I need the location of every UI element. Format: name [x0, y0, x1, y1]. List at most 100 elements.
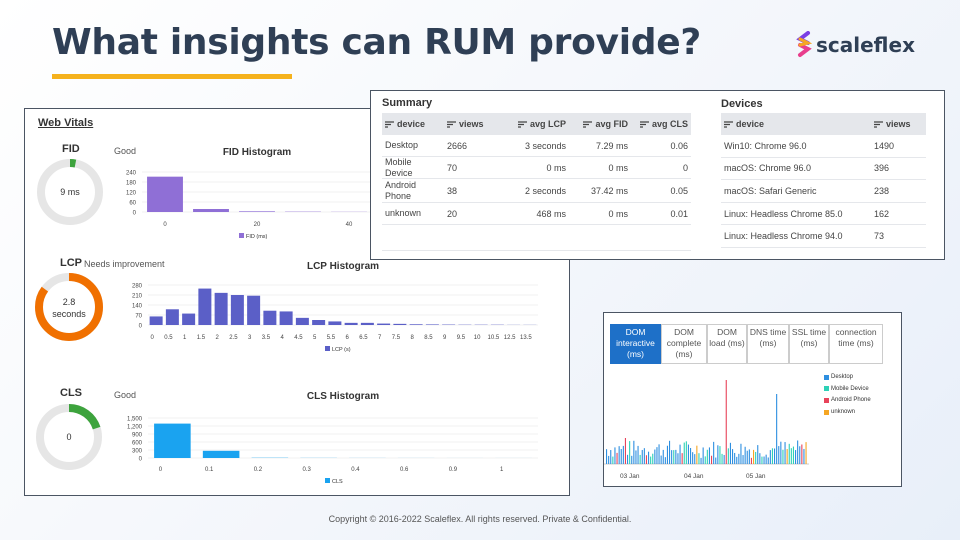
cls-value: 0 [66, 432, 72, 442]
timing-tab[interactable]: connection time (ms) [829, 324, 883, 364]
histogram-bar [165, 309, 179, 325]
summary-col-device[interactable]: device [382, 119, 444, 129]
x-tick-label: 0.1 [205, 467, 214, 473]
device-cell: Linux: Headless Chrome 85.0 [724, 208, 843, 219]
y-tick-label: 0 [139, 457, 143, 463]
legend-label: Desktop [831, 374, 854, 380]
x-tick-label: 05 Jan [746, 473, 766, 480]
y-tick-label: 0 [133, 211, 137, 217]
timing-tab[interactable]: DOM load (ms) [707, 324, 747, 364]
timing-bar [755, 451, 757, 464]
avg-lcp-cell: 3 seconds [524, 140, 566, 151]
y-tick-label: 900 [132, 433, 143, 439]
avg-lcp-cell: 2 seconds [524, 185, 566, 196]
histogram-bar [247, 295, 261, 325]
devices-table-row[interactable]: Linux: Headless Chrome 94.0 73 [721, 225, 926, 248]
fid-status: Good [114, 146, 137, 156]
timing-bar [757, 445, 759, 464]
x-tick-label: 6 [345, 335, 349, 341]
timing-bar [765, 454, 767, 464]
timing-bar [767, 457, 769, 464]
timing-bar [656, 447, 658, 464]
timing-bar [673, 450, 675, 464]
timing-bar [700, 457, 702, 464]
summary-table-row[interactable]: Desktop 2666 3 seconds 7.29 ms 0.06 [382, 135, 691, 157]
timing-bar [677, 453, 679, 464]
histogram-bar [279, 311, 293, 325]
device-cell: macOS: Chrome 96.0 [724, 163, 812, 174]
timing-tab[interactable]: SSL time (ms) [789, 324, 829, 364]
summary-col-cls[interactable]: avg CLS [631, 119, 691, 129]
timing-bar [721, 453, 723, 464]
sort-icon [639, 121, 649, 128]
timing-bar [635, 450, 637, 464]
x-tick-label: 7 [378, 335, 382, 341]
timing-bar [641, 449, 643, 464]
summary-col-lcp[interactable]: avg LCP [504, 119, 569, 129]
timing-bar [750, 457, 752, 464]
devices-table-row[interactable]: Win10: Chrome 96.0 1490 [721, 135, 926, 158]
summary-table-row[interactable]: Mobile Device 70 0 ms 0 ms 0 [382, 157, 691, 179]
histogram-bar [230, 295, 244, 325]
y-tick-label: 300 [132, 449, 143, 455]
x-tick-label: 13.5 [520, 335, 532, 341]
devices-table-row[interactable]: macOS: Chrome 96.0 396 [721, 158, 926, 181]
timing-bar [616, 452, 618, 464]
y-tick-label: 180 [126, 181, 137, 187]
devices-col-device[interactable]: device [721, 119, 871, 129]
timing-bar [669, 440, 671, 464]
histogram-bar [312, 320, 326, 325]
timing-bar [633, 440, 635, 464]
web-vitals-heading: Web Vitals [38, 117, 94, 129]
timing-bar [725, 380, 727, 464]
timing-bar [706, 449, 708, 464]
histogram-bar [360, 322, 374, 325]
timing-bar [690, 448, 692, 464]
timing-bar [711, 455, 713, 464]
histogram-bar [202, 450, 240, 458]
y-tick-label: 600 [132, 441, 143, 447]
timing-bar [662, 449, 664, 464]
timing-bar [618, 446, 620, 464]
lcp-value-number: 2.8 [62, 297, 76, 307]
avg-fid-cell: 7.29 ms [595, 140, 628, 151]
timing-bar [702, 447, 704, 464]
timing-tab[interactable]: DOM complete (ms) [661, 324, 707, 364]
timing-tab[interactable]: DOM interactive (ms) [610, 324, 661, 364]
x-tick-label: 04 Jan [684, 473, 704, 480]
timing-bar [606, 449, 608, 464]
x-tick-label: 5.5 [327, 335, 336, 341]
x-tick-label: 8.5 [424, 335, 433, 341]
x-tick-label: 0.6 [400, 467, 409, 473]
summary-table-row[interactable]: Android Phone 38 2 seconds 37.42 ms 0.05 [382, 179, 691, 203]
x-tick-label: 2.5 [229, 335, 238, 341]
avg-lcp-cell: 468 ms [536, 208, 566, 219]
summary-col-views[interactable]: views [444, 119, 504, 129]
timing-tab[interactable]: DNS time (ms) [747, 324, 789, 364]
devices-table-row[interactable]: macOS: Safari Generic 238 [721, 180, 926, 203]
lcp-gauge [35, 273, 103, 341]
devices-table-row[interactable]: Linux: Headless Chrome 85.0 162 [721, 203, 926, 226]
device-cell: Desktop [385, 140, 419, 150]
timing-bar [681, 453, 683, 464]
sort-icon [385, 121, 394, 128]
y-tick-label: 1,500 [127, 417, 143, 423]
legend-label: FID (ms) [246, 234, 268, 240]
timing-bar [715, 457, 717, 464]
y-tick-label: 280 [132, 284, 143, 290]
timing-bar [675, 449, 677, 464]
timing-bar [639, 454, 641, 464]
timing-bar [769, 450, 771, 464]
y-tick-label: 0 [139, 324, 143, 330]
title-underline [52, 74, 292, 79]
timing-bar [708, 447, 710, 464]
lcp-label: LCP [60, 257, 82, 269]
summary-col-fid[interactable]: avg FID [569, 119, 631, 129]
summary-table-row[interactable]: unknown 20 468 ms 0 ms 0.01 [382, 203, 691, 225]
devices-col-views[interactable]: views [871, 119, 926, 129]
timing-bar [620, 449, 622, 464]
timing-bar [719, 446, 721, 464]
slide-title: What insights can RUM provide? [52, 22, 701, 63]
legend-swatch [824, 374, 829, 380]
y-tick-label: 210 [132, 294, 143, 300]
